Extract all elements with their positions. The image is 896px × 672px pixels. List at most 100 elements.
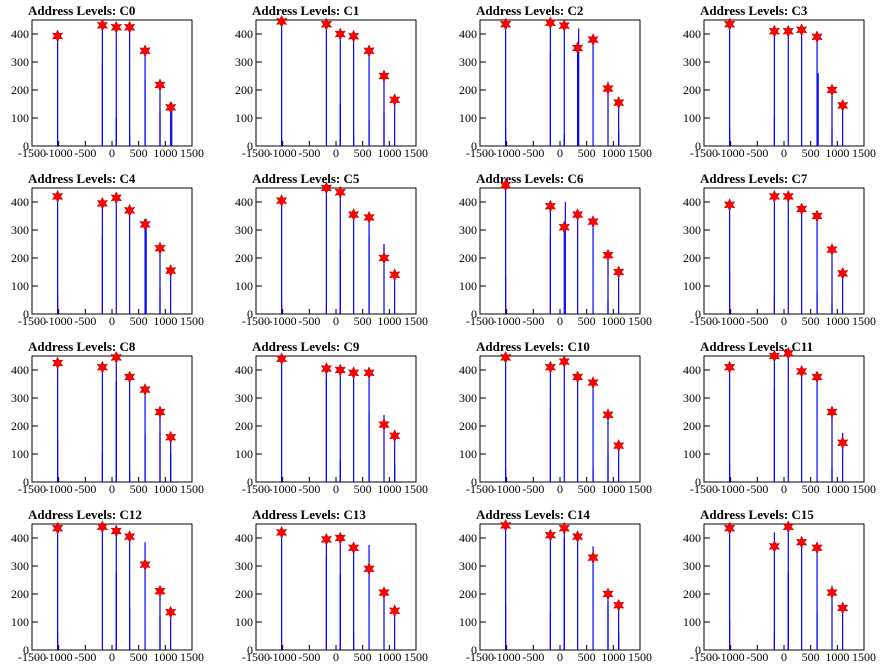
peak-star-marker [795,535,808,549]
x-tick-label: 500 [354,146,372,160]
y-tick-label: 400 [683,363,701,377]
peak-star-marker [378,417,390,432]
peak-star-marker [826,242,838,257]
peak-star-marker [275,14,288,29]
x-tick-label: -500 [522,482,544,496]
x-tick-label: -500 [74,146,96,160]
y-tick-label: 0 [471,643,477,657]
y-tick-label: 300 [11,55,29,69]
peak-star-marker [782,520,794,534]
x-tick-label: -1000 [45,482,73,496]
y-tick-label: 400 [683,27,701,41]
x-tick-label: 0 [557,650,563,664]
y-tick-label: 400 [11,363,29,377]
x-tick-label: -500 [522,314,544,328]
peak-star-marker [723,360,736,374]
chart-title: Address Levels: C4 [28,171,136,186]
x-tick-label: -1000 [269,314,297,328]
y-tick-label: 400 [235,531,253,545]
y-tick-label: 100 [683,111,701,125]
x-tick-label: 1000 [825,482,849,496]
peak-star-marker [558,18,570,33]
peak-star-marker [836,98,849,113]
chart-panel: Address Levels: C8 0 100 200 300 400 -1500-100… [11,339,204,496]
peak-star-marker [768,349,781,363]
x-tick-label: 0 [781,482,787,496]
x-tick-label: -500 [746,482,768,496]
peak-star-marker [154,78,166,92]
x-tick-label: 0 [333,146,339,160]
plot-frame [703,523,865,651]
y-tick-label: 300 [235,391,253,405]
plot-frame [479,19,641,147]
peak-star-marker [164,100,177,114]
x-tick-label: 1500 [852,482,876,496]
y-tick-label: 300 [11,391,29,405]
y-tick-label: 0 [471,139,477,153]
x-tick-label: -1000 [717,314,745,328]
chart-title: Address Levels: C14 [476,507,590,522]
x-tick-label: 1500 [628,482,652,496]
x-tick-label: -500 [74,314,96,328]
x-tick-label: 1500 [180,314,204,328]
y-tick-label: 0 [23,307,29,321]
x-tick-label: -500 [74,482,96,496]
peak-star-marker [334,185,346,199]
chart-title: Address Levels: C9 [252,339,360,354]
peak-star-marker [334,363,346,377]
peak-star-marker [139,557,151,572]
y-tick-label: 200 [235,251,253,265]
y-tick-label: 300 [683,55,701,69]
x-tick-label: 1000 [825,314,849,328]
peak-star-marker [587,375,599,390]
y-tick-label: 200 [459,587,477,601]
chart-title: Address Levels: C3 [700,3,808,18]
plot-frame [479,187,641,315]
x-tick-label: -1500 [18,650,46,664]
peak-star-marker [782,346,794,360]
peak-star-marker [723,521,736,535]
y-tick-label: 400 [11,531,29,545]
y-tick-label: 400 [11,195,29,209]
x-tick-label: 0 [333,482,339,496]
y-tick-label: 300 [11,223,29,237]
peak-star-marker [795,202,808,216]
peak-star-marker [334,27,346,41]
y-tick-label: 200 [459,83,477,97]
plot-frame [479,523,641,651]
x-tick-label: 500 [802,650,820,664]
chart-title: Address Levels: C12 [28,507,142,522]
x-tick-label: 1500 [852,650,876,664]
x-tick-label: 500 [802,146,820,160]
x-tick-label: 0 [781,146,787,160]
peak-star-marker [544,360,557,374]
peak-star-marker [378,585,390,600]
peak-star-marker [347,541,360,555]
y-tick-label: 100 [235,615,253,629]
peak-star-marker [811,541,823,555]
y-tick-label: 0 [247,643,253,657]
x-tick-label: 0 [109,314,115,328]
y-tick-label: 400 [235,195,253,209]
y-tick-label: 200 [11,419,29,433]
peak-star-marker [782,24,794,38]
x-tick-label: 1500 [628,650,652,664]
peak-star-marker [795,23,808,37]
chart-title: Address Levels: C7 [700,171,808,186]
y-tick-label: 100 [459,447,477,461]
x-tick-label: 1500 [404,314,428,328]
x-tick-label: -1000 [269,650,297,664]
x-tick-label: -1500 [690,482,718,496]
y-tick-label: 0 [695,307,701,321]
x-tick-label: 1500 [404,146,428,160]
plot-frame [255,187,417,315]
y-tick-label: 400 [235,363,253,377]
x-tick-label: 0 [781,314,787,328]
x-tick-label: -1500 [242,482,270,496]
x-tick-label: -500 [746,146,768,160]
y-tick-label: 300 [235,559,253,573]
x-tick-label: 0 [109,146,115,160]
y-tick-label: 0 [695,475,701,489]
y-tick-label: 300 [459,559,477,573]
